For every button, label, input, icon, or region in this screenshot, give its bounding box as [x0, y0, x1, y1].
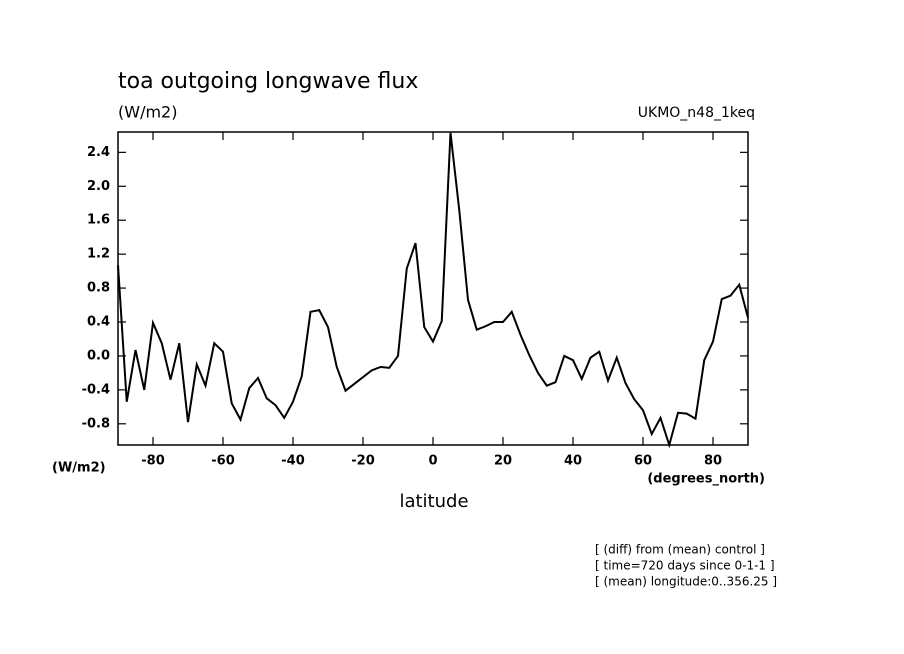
chart-title: toa outgoing longwave flux	[118, 69, 418, 94]
note: [ (mean) longitude:0..356.25 ]	[595, 575, 777, 589]
plot-frame	[117, 131, 749, 446]
dataset-label: UKMO_n48_1keq	[638, 105, 755, 121]
x-tick-label: 0	[428, 454, 437, 469]
y-axis-label: (W/m2)	[52, 461, 106, 476]
note: [ (diff) from (mean) control ]	[595, 543, 765, 557]
x-tick-label: 40	[564, 454, 582, 469]
x-tick-label: -60	[211, 454, 235, 469]
y-tick-label: 0.4	[87, 315, 110, 330]
data-line	[117, 132, 749, 449]
y-tick-label: 1.6	[87, 213, 110, 228]
y-tick-label: -0.4	[82, 382, 110, 397]
y-tick-label: 2.0	[87, 179, 110, 194]
y-tick-label: 0.0	[87, 348, 110, 363]
x-tick-label: 60	[634, 454, 652, 469]
chart-subtitle: (W/m2)	[118, 103, 177, 122]
x-tick-label: 80	[704, 454, 722, 469]
x-tick-label: -20	[351, 454, 375, 469]
y-tick-label: 1.2	[87, 247, 110, 262]
y-tick-label: -0.8	[82, 416, 110, 431]
y-tick-label: 2.4	[87, 145, 110, 160]
x-axis-label: latitude	[399, 491, 468, 512]
y-tick-label: 0.8	[87, 281, 110, 296]
note: [ time=720 days since 0-1-1 ]	[595, 559, 775, 573]
x-tick-label: 20	[494, 454, 512, 469]
x-units-label: (degrees_north)	[647, 472, 765, 487]
x-tick-label: -80	[141, 454, 165, 469]
x-tick-label: -40	[281, 454, 305, 469]
